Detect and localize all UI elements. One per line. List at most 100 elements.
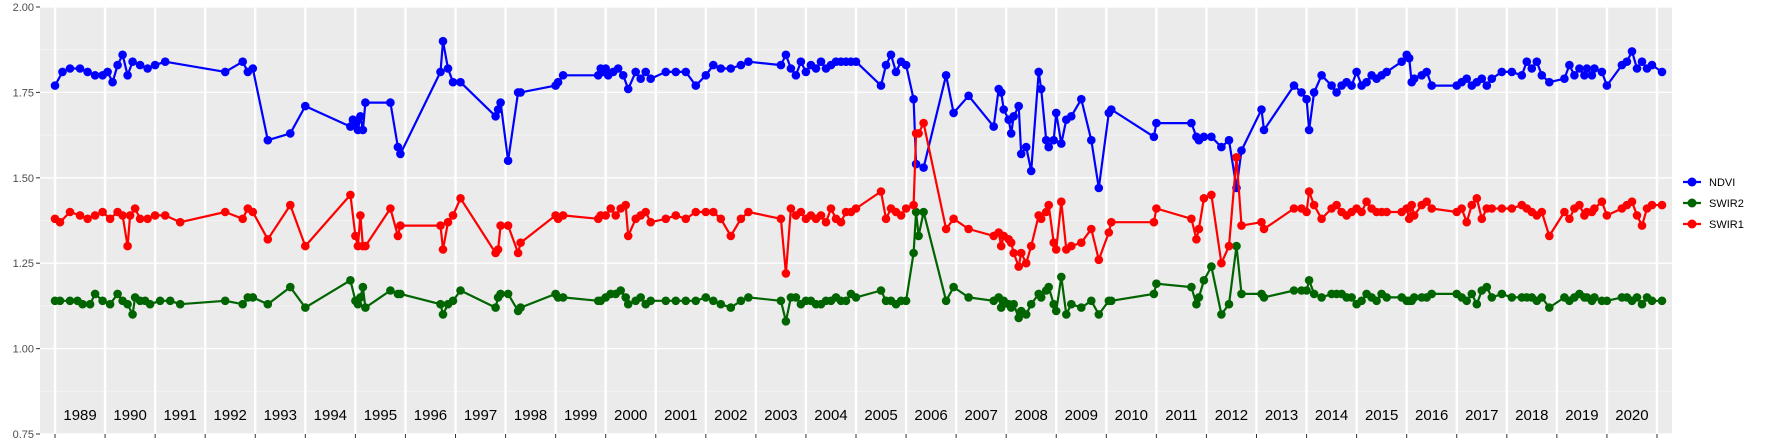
- data-point-swir1: [1657, 200, 1667, 210]
- data-point-swir2: [1014, 313, 1023, 323]
- data-point-swir1: [914, 129, 923, 138]
- data-point-swir2: [1192, 299, 1201, 309]
- data-point-ndvi: [1397, 57, 1406, 66]
- data-point-swir1: [516, 238, 525, 247]
- year-label: 2004: [814, 407, 847, 424]
- data-point-swir2: [1077, 303, 1086, 312]
- data-point-swir2: [744, 293, 753, 302]
- data-point-ndvi: [558, 71, 568, 80]
- data-point-swir1: [105, 214, 115, 224]
- data-point-swir1: [881, 214, 891, 224]
- data-point-swir1: [1590, 204, 1599, 213]
- legend: NDVI SWIR2 SWIR1: [1683, 177, 1744, 231]
- data-point-swir2: [1545, 303, 1554, 312]
- year-label: 1995: [364, 407, 397, 424]
- data-point-ndvi: [286, 129, 295, 138]
- data-point-ndvi: [796, 57, 806, 66]
- series-swir1: [50, 118, 1667, 278]
- data-point-swir1: [1382, 207, 1391, 217]
- data-point-ndvi: [691, 81, 701, 90]
- data-point-swir1: [1422, 197, 1431, 206]
- data-point-swir1: [1041, 207, 1051, 217]
- data-point-swir1: [248, 207, 258, 217]
- data-point-ndvi: [613, 64, 623, 73]
- data-point-swir2: [949, 282, 958, 292]
- data-point-swir1: [661, 214, 671, 224]
- data-point-ndvi: [356, 112, 365, 121]
- year-label: 2019: [1565, 407, 1598, 424]
- data-point-ndvi: [393, 142, 403, 152]
- data-point-swir1: [98, 207, 107, 217]
- year-label: 2007: [964, 407, 997, 424]
- series-layer: [50, 36, 1667, 326]
- data-point-swir1: [621, 200, 630, 210]
- data-point-ndvi: [999, 105, 1008, 114]
- data-point-ndvi: [1347, 81, 1356, 90]
- data-point-ndvi: [1026, 166, 1036, 176]
- data-point-swir2: [726, 303, 736, 312]
- year-label: 2015: [1365, 407, 1398, 424]
- data-point-ndvi: [1289, 81, 1299, 90]
- data-point-swir1: [681, 214, 691, 224]
- data-point-swir1: [135, 214, 145, 224]
- data-point-ndvi: [1152, 118, 1161, 128]
- data-point-ndvi: [886, 50, 896, 60]
- data-point-swir1: [238, 214, 247, 224]
- data-point-swir1: [964, 224, 973, 234]
- data-point-ndvi: [618, 71, 628, 80]
- data-point-swir1: [786, 204, 796, 213]
- data-point-ndvi: [811, 64, 821, 73]
- data-point-ndvi: [1632, 64, 1642, 73]
- data-point-ndvi: [1051, 108, 1061, 118]
- data-point-ndvi: [1041, 135, 1051, 145]
- data-point-swir1: [623, 231, 633, 241]
- data-point-ndvi: [108, 77, 117, 87]
- data-point-swir1: [1637, 221, 1647, 230]
- data-point-ndvi: [220, 67, 230, 77]
- data-point-swir2: [851, 293, 861, 302]
- data-point-swir1: [1647, 200, 1657, 210]
- data-point-swir2: [1009, 299, 1018, 309]
- data-point-swir2: [1187, 282, 1196, 292]
- data-point-swir1: [1565, 214, 1574, 224]
- data-point-ndvi: [1647, 60, 1657, 70]
- data-point-swir2: [791, 293, 801, 302]
- data-point-ndvi: [1570, 71, 1579, 80]
- data-point-swir2: [709, 296, 718, 306]
- y-tick-label: 0.75: [13, 429, 34, 441]
- data-point-swir1: [386, 204, 395, 213]
- year-label: 2006: [914, 407, 947, 424]
- data-point-ndvi: [1382, 67, 1391, 77]
- data-point-ndvi: [996, 88, 1006, 97]
- data-point-ndvi: [941, 71, 951, 80]
- data-point-ndvi: [1304, 125, 1314, 135]
- data-point-swir1: [1087, 224, 1096, 234]
- data-point-ndvi: [716, 64, 726, 73]
- data-point-ndvi: [1580, 71, 1589, 80]
- data-point-swir1: [1192, 235, 1201, 244]
- year-label: 1997: [464, 407, 497, 424]
- data-point-swir2: [248, 293, 258, 302]
- data-point-swir2: [1094, 310, 1104, 319]
- data-point-swir1: [776, 214, 786, 224]
- data-point-ndvi: [791, 71, 801, 80]
- data-point-ndvi: [1217, 142, 1226, 152]
- data-point-ndvi: [701, 71, 711, 80]
- data-point-swir1: [1575, 200, 1584, 210]
- year-label: 2016: [1415, 407, 1448, 424]
- data-point-ndvi: [1487, 74, 1497, 83]
- data-point-ndvi: [1016, 149, 1026, 159]
- data-point-swir2: [781, 317, 791, 326]
- data-point-swir1: [1472, 194, 1482, 203]
- data-point-swir1: [301, 241, 310, 251]
- data-point-swir2: [1382, 293, 1391, 302]
- data-point-swir2: [346, 276, 355, 285]
- data-point-ndvi: [1302, 94, 1311, 104]
- data-point-ndvi: [396, 149, 405, 159]
- data-point-swir1: [75, 211, 85, 220]
- data-point-swir2: [1026, 299, 1036, 309]
- data-point-swir2: [438, 310, 448, 319]
- year-label: 1990: [113, 407, 146, 424]
- data-point-swir1: [896, 211, 906, 220]
- data-point-swir1: [1224, 241, 1234, 251]
